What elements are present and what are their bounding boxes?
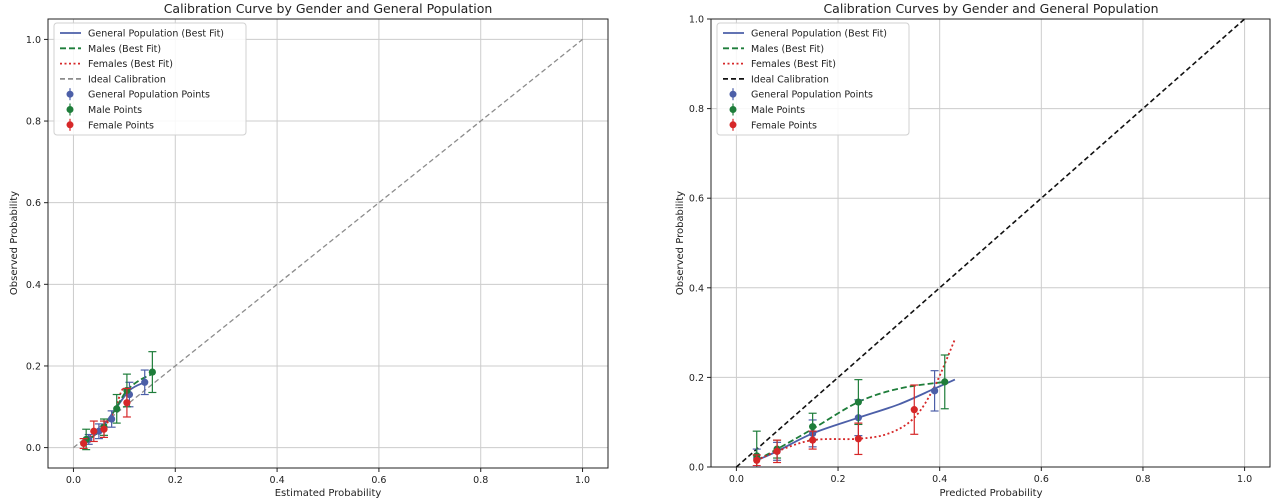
y-tick-label: 0.6 [689, 194, 704, 205]
legend-label: General Population Points [751, 90, 873, 101]
legend-label: Females (Best Fit) [751, 59, 836, 70]
female-best-fit-line [756, 338, 956, 462]
female-point [80, 439, 88, 448]
legend-swatch-marker [729, 121, 737, 129]
ideal-calibration-line [735, 19, 1246, 467]
legend-swatch-marker [729, 90, 737, 98]
legend-label: Ideal Calibration [751, 74, 829, 85]
x-tick-label: 1.0 [1237, 474, 1252, 485]
plot-data [735, 19, 1246, 467]
x-tick-label: 0.4 [270, 475, 285, 486]
y-tick-label: 0.4 [689, 283, 704, 294]
legend-swatch-marker [66, 121, 74, 129]
female-point [100, 425, 108, 433]
legend-label: Male Points [88, 105, 142, 116]
chart-title: Calibration Curve by Gender and General … [164, 1, 493, 16]
y-axis-label: Observed Probability [675, 191, 686, 295]
plot-data [73, 38, 583, 451]
female-best-fit-line [82, 387, 128, 445]
female-point [854, 435, 862, 443]
x-tick-label: 0.6 [371, 475, 386, 486]
male-point [809, 423, 817, 431]
female-point [910, 406, 918, 414]
legend: General Population (Best Fit) Males (Best… [716, 22, 910, 136]
female-point [809, 436, 817, 444]
legend-label: Male Points [751, 105, 805, 116]
male-point [113, 405, 121, 413]
legend-label: Female Points [751, 120, 817, 131]
x-tick-label: 0.8 [473, 475, 488, 486]
x-tick-label: 0.0 [66, 475, 81, 486]
y-tick-label: 0.8 [26, 117, 41, 128]
y-tick-label: 0.8 [689, 104, 704, 115]
legend-box [716, 22, 910, 136]
calibration-chart-right: Calibration Curves by Gender and General… [675, 1, 1271, 499]
x-axis-label: Predicted Probability [940, 488, 1043, 499]
general-point [931, 387, 939, 395]
y-tick-label: 1.0 [26, 35, 41, 46]
legend-label: Ideal Calibration [88, 74, 166, 85]
legend: General Population (Best Fit) Males (Best… [53, 22, 247, 136]
legend-swatch-marker [66, 90, 74, 98]
x-tick-label: 0.0 [729, 474, 744, 485]
legend-label: Female Points [88, 120, 154, 131]
legend-label: Females (Best Fit) [88, 59, 173, 70]
general-point [108, 415, 116, 423]
y-tick-label: 0.0 [689, 463, 704, 474]
ideal-calibration-line [73, 38, 583, 449]
plot-frame [47, 18, 609, 469]
y-tick-label: 0.4 [26, 280, 41, 291]
y-tick-label: 0.2 [26, 361, 41, 372]
calibration-chart-left: Calibration Curve by Gender and General … [9, 1, 609, 499]
legend-label: General Population (Best Fit) [751, 29, 887, 40]
legend-swatch-marker [729, 106, 737, 113]
x-tick-label: 1.0 [575, 475, 590, 486]
male-point [148, 368, 156, 376]
female-point [123, 399, 131, 407]
y-tick-label: 0.0 [26, 443, 41, 454]
x-tick-label: 0.2 [830, 474, 845, 485]
x-tick-label: 0.4 [932, 474, 947, 485]
female-point [773, 447, 781, 455]
x-tick-label: 0.2 [168, 475, 183, 486]
y-axis-label: Observed Probability [9, 191, 20, 295]
legend-label: Males (Best Fit) [751, 44, 824, 55]
y-tick-label: 0.6 [26, 198, 41, 209]
male-point [941, 378, 949, 386]
legend-swatch-marker [66, 106, 74, 113]
male-point [854, 398, 862, 406]
chart-title: Calibration Curves by Gender and General… [823, 1, 1158, 16]
y-tick-label: 0.2 [689, 373, 704, 384]
x-tick-label: 0.6 [1034, 474, 1049, 485]
plot-frame [710, 18, 1271, 468]
x-axis-label: Estimated Probability [275, 488, 382, 499]
legend-label: General Population Points [88, 90, 210, 101]
female-point [753, 456, 761, 464]
general-point [141, 378, 149, 386]
female-point [90, 427, 98, 435]
legend-box [53, 22, 247, 136]
legend-label: General Population (Best Fit) [88, 29, 224, 40]
y-tick-label: 1.0 [689, 15, 704, 26]
x-tick-label: 0.8 [1135, 474, 1150, 485]
legend-label: Males (Best Fit) [88, 44, 161, 55]
